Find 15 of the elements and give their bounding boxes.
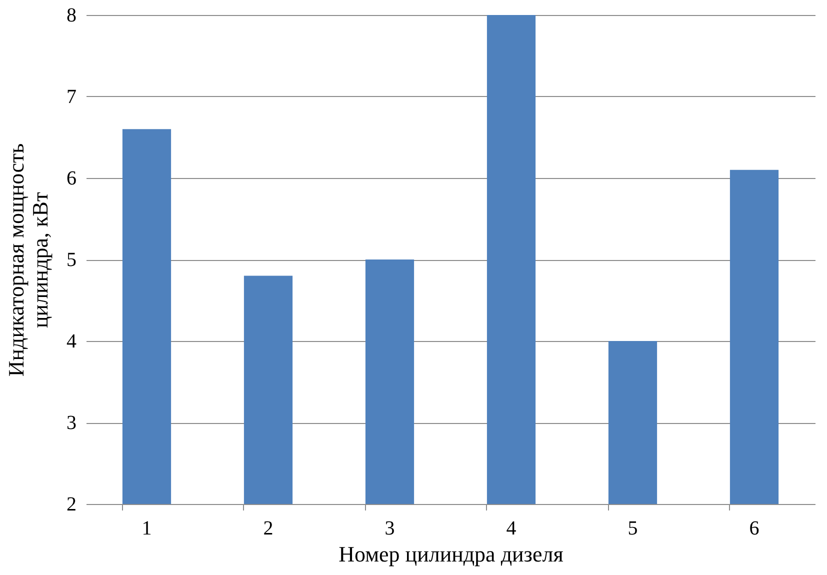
y-tick-label: 4 <box>66 330 76 352</box>
y-tick-label: 5 <box>66 249 76 271</box>
x-tick-label: 1 <box>142 518 152 540</box>
y-tick-label: 2 <box>66 494 76 516</box>
y-tick-label: 7 <box>66 86 76 108</box>
y-tick-label: 3 <box>66 412 76 434</box>
x-tick-label: 3 <box>384 518 395 540</box>
x-tick-label: 5 <box>628 518 638 540</box>
x-tick-label: 2 <box>263 518 274 540</box>
y-tick-label: 8 <box>66 4 76 26</box>
y-tick-label: 6 <box>66 168 76 190</box>
x-tick-label: 4 <box>506 518 516 540</box>
x-tick-label: 6 <box>749 518 760 540</box>
y-axis-title: Индикаторная мощность цилиндра, кВт <box>4 143 52 377</box>
x-axis-title: Номер цилиндра дизеля <box>338 542 564 566</box>
